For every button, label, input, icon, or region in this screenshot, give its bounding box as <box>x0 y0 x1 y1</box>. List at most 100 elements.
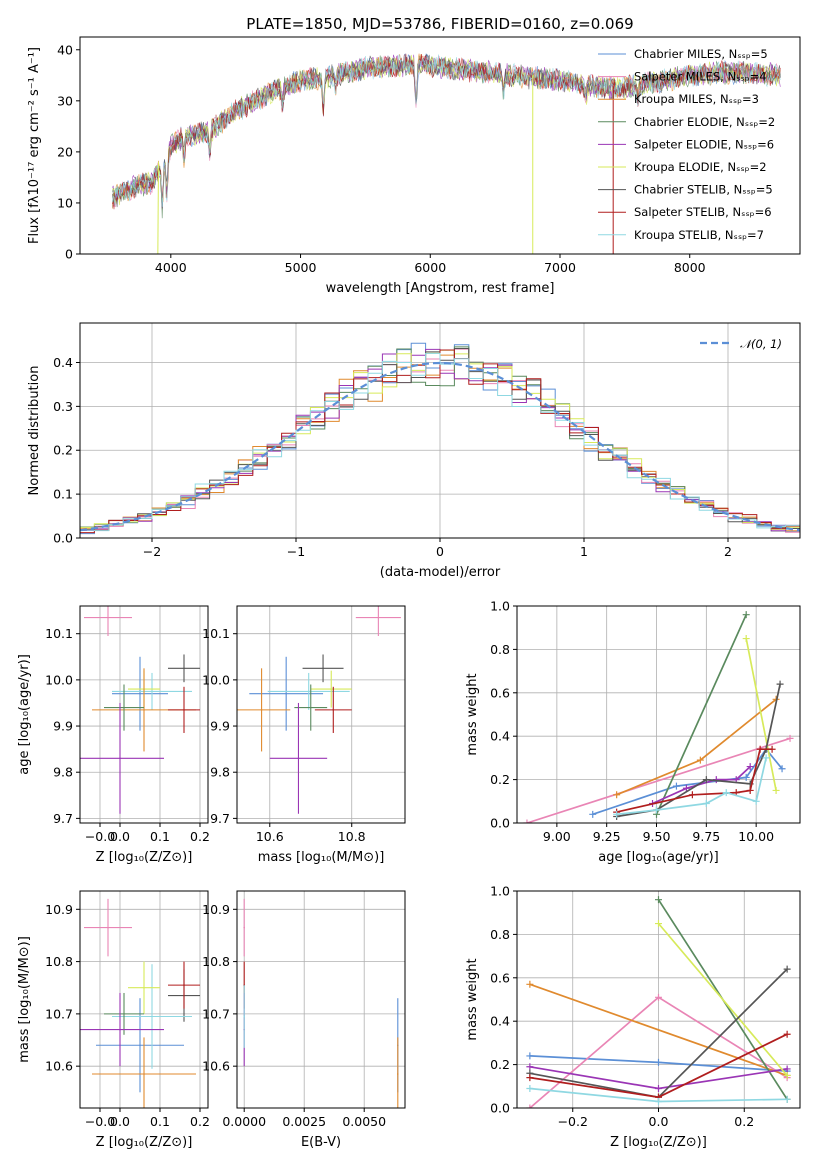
mass-vs-ebv-xlabel: E(B-V) <box>301 1135 341 1150</box>
weight-vs-age-marker-salpeter_stelib <box>768 745 776 753</box>
age-vs-Z-point-salpeter_miles <box>107 616 109 619</box>
spectrum-ytick-label: 10 <box>57 195 73 210</box>
age-vs-mass-xtick-label: 10.6 <box>256 829 284 844</box>
residuals-xlabel: (data-model)/error <box>380 565 501 580</box>
weight-vs-age-marker-kroupa_elodie <box>742 635 750 643</box>
mass-vs-Z-point-salpeter_miles <box>107 926 109 929</box>
weight-vs-age-ylabel: mass weight <box>465 673 480 755</box>
weight-vs-age-marker-salpeter_stelib <box>746 786 754 794</box>
mass-vs-ebv-xtick-label: 0.0025 <box>282 1114 326 1129</box>
age-vs-mass-ytick-label: 9.7 <box>210 811 230 826</box>
mass-vs-Z-point-chabrier_elodie <box>123 1013 125 1015</box>
weight-vs-Z-xtick-label: 0.0 <box>649 1114 669 1129</box>
weight-vs-age-marker-kroupa_stelib <box>752 797 760 805</box>
weight-vs-age-line-salpeter_stelib <box>616 748 773 813</box>
mass-vs-Z-ytick-label: 10.7 <box>45 1006 73 1021</box>
weight-vs-age-line-kroupa_elodie <box>745 638 777 791</box>
weight-vs-age-xtick-label: 9.75 <box>692 829 720 844</box>
spectrum-ylabel: Flux [fλ10⁻¹⁷ erg cm⁻² s⁻¹ A⁻¹] <box>27 47 42 244</box>
age-vs-Z-point-kroupa_stelib <box>151 690 153 693</box>
mass-vs-ebv-plot-area <box>243 898 399 1108</box>
spectrum-xtick-label: 4000 <box>155 260 187 275</box>
mass-vs-ebv-ytick-label: 10.6 <box>202 1059 230 1074</box>
weight-vs-Z-line-kroupa_elodie <box>657 922 788 1077</box>
age-vs-Z-point-chabrier_stelib <box>183 667 185 670</box>
residuals-panel: −2 −1 0 1 2 0.0 0.1 0.2 0.3 0.4 (data-model)/error… <box>27 322 801 580</box>
age-vs-Z-ytick-label: 9.7 <box>53 811 73 826</box>
age-vs-Z-ytick-label: 9.9 <box>53 719 73 734</box>
spectrum-plot-area <box>112 53 781 254</box>
spectrum-spike <box>157 162 159 254</box>
spectrum-ytick-label: 30 <box>57 93 73 108</box>
age-vs-mass-point-salpeter_stelib <box>332 709 335 711</box>
age-vs-Z-xlabel: Z [log₁₀(Z/Z⊙)] <box>96 850 193 865</box>
mass-vs-Z-ylabel: mass [log₁₀(M/M⊙)] <box>17 936 32 1063</box>
weight-vs-age-marker-chabrier_stelib <box>776 680 784 688</box>
weight-vs-age-xtick-label: 9.50 <box>643 829 671 844</box>
weight-vs-age-marker-kroupa_stelib <box>613 810 621 818</box>
weight-vs-age-marker-chabrier_miles <box>672 782 680 790</box>
weight-vs-age-frame <box>516 605 801 824</box>
weight-vs-age-marker-chabrier_elodie <box>742 611 750 619</box>
mass-vs-Z-xtick-label: −0.0 <box>85 1114 115 1129</box>
age-vs-mass-point-kroupa_stelib <box>307 690 310 693</box>
age-vs-Z-ylabel: age [log₁₀(age/yr)] <box>17 654 32 775</box>
mass-vs-Z-point-kroupa_miles <box>143 1073 145 1075</box>
weight-vs-Z-ytick-label: 1.0 <box>490 884 510 899</box>
mass-vs-Z-panel: −0.00.0 0.1 0.2 10.6 10.7 10.8 10.9 Z [log₁₀(Z/… <box>17 890 210 1150</box>
legend-label-kroupa_elodie: Kroupa ELODIE, Nₛₛₚ=2 <box>634 160 767 174</box>
mass-vs-ebv-frame <box>236 890 406 1109</box>
weight-vs-Z-marker-kroupa_elodie <box>655 920 662 928</box>
weight-vs-age-xtick-label: 9.25 <box>593 829 621 844</box>
mass-vs-Z-point-salpeter_stelib <box>183 984 185 986</box>
weight-vs-age-marker-chabrier_miles <box>589 810 597 818</box>
legend-label-kroupa_stelib: Kroupa STELIB, Nₛₛₚ=7 <box>634 228 764 242</box>
weight-vs-age-xtick-label: 9.00 <box>543 829 571 844</box>
age-vs-Z-point-chabrier_elodie <box>123 706 125 709</box>
age-vs-mass-panel: 10.6 10.8 9.7 9.8 9.9 10.0 10.1 mass [log₁₀(M/M… <box>202 605 406 865</box>
weight-vs-age-marker-kroupa_miles <box>613 791 621 799</box>
mass-vs-ebv-xtick-label: 0.0050 <box>342 1114 386 1129</box>
weight-vs-Z-marker-chabrier_miles <box>526 1052 534 1060</box>
spectrum-xtick-label: 6000 <box>414 260 446 275</box>
weight-vs-Z-marker-kroupa_stelib <box>783 1095 791 1103</box>
age-vs-mass-point-chabrier_elodie <box>309 706 312 709</box>
weight-vs-Z-marker-salpeter_miles <box>655 993 662 1001</box>
mass-vs-ebv-point-kroupa_stelib <box>243 1015 245 1018</box>
legend-label-kroupa_miles: Kroupa MILES, Nₛₛₚ=3 <box>634 92 759 106</box>
mass-vs-Z-plot-area <box>80 898 200 1108</box>
spectrum-title: PLATE=1850, MJD=53786, FIBERID=0160, z=0… <box>246 15 633 33</box>
mass-vs-Z-ytick-label: 10.8 <box>45 954 73 969</box>
age-vs-mass-ytick-label: 9.9 <box>210 719 230 734</box>
residuals-ytick-label: 0.2 <box>53 443 73 458</box>
weight-vs-age-marker-salpeter_miles <box>786 734 794 742</box>
age-vs-mass-point-kroupa_miles <box>260 709 263 711</box>
weight-vs-age-marker-salpeter_elodie <box>746 763 754 771</box>
weight-vs-age-ytick-label: 1.0 <box>490 599 510 614</box>
age-vs-Z-point-salpeter_elodie <box>119 757 121 760</box>
age-vs-Z-ytick-label: 10.1 <box>45 626 73 641</box>
mass-vs-ebv-ytick-label: 10.8 <box>202 954 230 969</box>
weight-vs-age-line-kroupa_stelib <box>616 757 767 816</box>
spectrum-ytick-label: 40 <box>57 42 73 57</box>
weight-vs-Z-marker-chabrier_stelib <box>783 965 791 973</box>
age-vs-mass-point-kroupa_elodie <box>330 688 333 690</box>
legend-label-chabrier_miles: Chabrier MILES, Nₛₛₚ=5 <box>634 47 768 61</box>
spectrum-line-kroupa_stelib <box>112 54 781 207</box>
weight-vs-Z-marker-salpeter_elodie <box>526 1063 534 1071</box>
weight-vs-age-marker-chabrier_miles <box>778 765 786 773</box>
age-vs-mass-ytick-label: 10.1 <box>202 626 230 641</box>
legend-label-chabrier_stelib: Chabrier STELIB, Nₛₛₚ=5 <box>634 183 773 197</box>
weight-vs-age-line-salpeter_elodie <box>652 765 751 805</box>
spectrum-xtick-label: 7000 <box>544 260 576 275</box>
weight-vs-Z-marker-salpeter_elodie <box>655 1084 662 1092</box>
age-vs-Z-ytick-label: 9.8 <box>53 765 73 780</box>
weight-vs-Z-marker-salpeter_stelib <box>783 1030 791 1038</box>
residuals-xtick-label: 0 <box>436 544 444 559</box>
weight-vs-age-line-chabrier_miles <box>592 747 783 816</box>
weight-vs-age-marker-kroupa_stelib <box>653 806 661 814</box>
legend-label-salpeter_stelib: Salpeter STELIB, Nₛₛₚ=6 <box>634 205 772 219</box>
weight-vs-Z-plot-area <box>526 896 791 1108</box>
residuals-xtick-label: −2 <box>143 544 161 559</box>
weight-vs-Z-ytick-label: 0.4 <box>490 1014 510 1029</box>
